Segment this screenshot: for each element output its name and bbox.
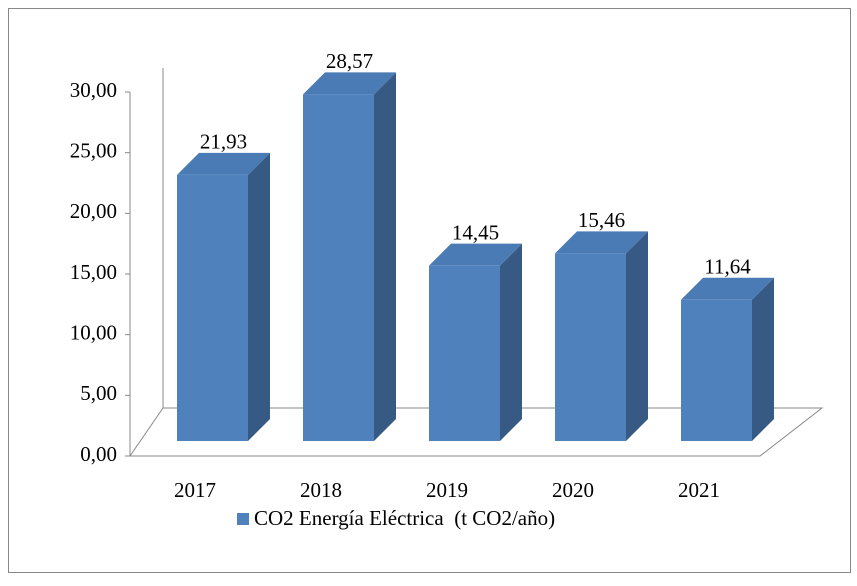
bar-top — [177, 152, 270, 175]
bar — [681, 299, 752, 441]
y-tick-label: 30,00 — [70, 78, 117, 102]
bar-side — [752, 277, 774, 441]
data-label: 11,64 — [704, 255, 751, 279]
bar — [429, 265, 500, 441]
floor — [129, 407, 824, 457]
bar — [177, 174, 248, 441]
legend-label: CO2 Energía Eléctrica (t CO2/año) — [254, 506, 555, 530]
bar-side — [500, 243, 522, 441]
bar-top — [555, 231, 648, 254]
data-label: 28,57 — [326, 49, 373, 73]
y-tick-label: 15,00 — [70, 260, 117, 284]
bar-top — [429, 243, 522, 266]
legend-swatch — [237, 513, 249, 525]
data-label: 14,45 — [452, 220, 499, 244]
x-tick-label: 2019 — [426, 478, 468, 502]
bar-side — [248, 152, 270, 441]
data-label: 21,93 — [200, 130, 247, 154]
bar — [303, 94, 374, 441]
x-tick-label: 2020 — [552, 478, 594, 502]
bar-side — [626, 231, 648, 441]
y-tick-label: 5,00 — [80, 381, 117, 405]
bar-top — [681, 277, 774, 300]
y-tick-label: 20,00 — [70, 199, 117, 223]
y-tick-label: 25,00 — [70, 138, 117, 162]
x-tick-label: 2017 — [174, 478, 216, 502]
data-label: 15,46 — [578, 208, 625, 232]
x-tick-label: 2018 — [300, 478, 342, 502]
y-tick-label: 10,00 — [70, 320, 117, 344]
bar-side — [374, 72, 396, 441]
bar — [555, 253, 626, 441]
y-tick-label: 0,00 — [80, 442, 117, 466]
bar-top — [303, 72, 396, 95]
x-tick-label: 2021 — [678, 478, 720, 502]
